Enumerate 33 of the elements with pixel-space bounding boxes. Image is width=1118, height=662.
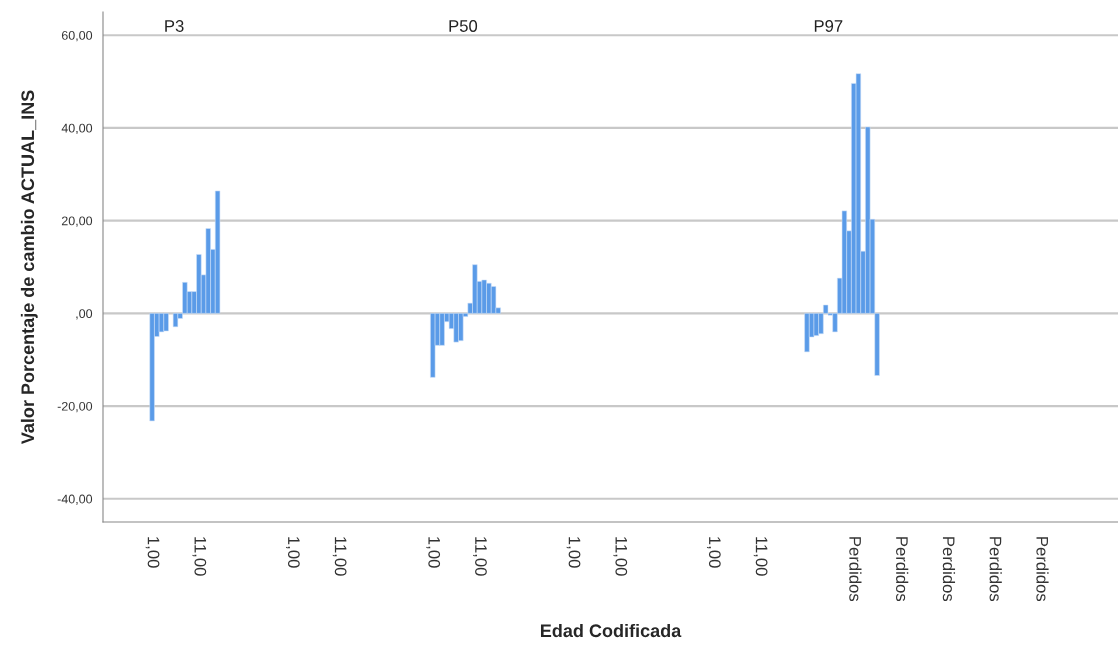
x-tick-label: Perdidos xyxy=(989,537,1002,602)
annotation: P50 xyxy=(449,20,478,32)
x-tick-label: 1,00 xyxy=(706,537,721,568)
x-tick-label: 1,00 xyxy=(285,537,300,568)
bar xyxy=(841,210,847,314)
x-tick-label: 1,00 xyxy=(426,537,441,568)
x-tick-label: 1,00 xyxy=(145,537,160,568)
bar xyxy=(205,228,211,314)
y-tick-label: 60,00 xyxy=(61,30,93,42)
x-tick-label: 11,00 xyxy=(613,537,628,576)
bar xyxy=(214,190,221,314)
x-tick-label: 11,00 xyxy=(332,537,347,576)
x-axis-title: Edad Codificada xyxy=(540,623,682,638)
x-tick-label: Perdidos xyxy=(896,537,909,602)
x-tick-label: Perdidos xyxy=(942,537,956,602)
bar xyxy=(430,313,436,378)
y-tick-label: ,00 xyxy=(76,309,93,320)
y-axis-title: Valor Porcentaje de cambio ACTUAL_INS xyxy=(20,90,38,445)
annotation: P3 xyxy=(165,20,184,32)
x-tick-label: Perdidos xyxy=(1036,537,1049,602)
bar xyxy=(490,286,497,314)
bar xyxy=(855,73,862,314)
bar xyxy=(158,313,165,333)
y-tick-label: 40,00 xyxy=(61,123,93,135)
y-tick-label: -40,00 xyxy=(57,494,93,505)
y-tick-label: 20,00 xyxy=(61,216,93,227)
x-tick-label: 11,00 xyxy=(753,537,768,576)
y-tick-label: -20,00 xyxy=(57,401,93,413)
x-tick-label: 1,00 xyxy=(566,537,581,568)
x-tick-label: 11,00 xyxy=(473,537,487,576)
x-tick-label: 11,00 xyxy=(192,537,207,576)
annotation: P97 xyxy=(814,20,843,32)
x-tick-label: Perdidos xyxy=(849,537,862,602)
